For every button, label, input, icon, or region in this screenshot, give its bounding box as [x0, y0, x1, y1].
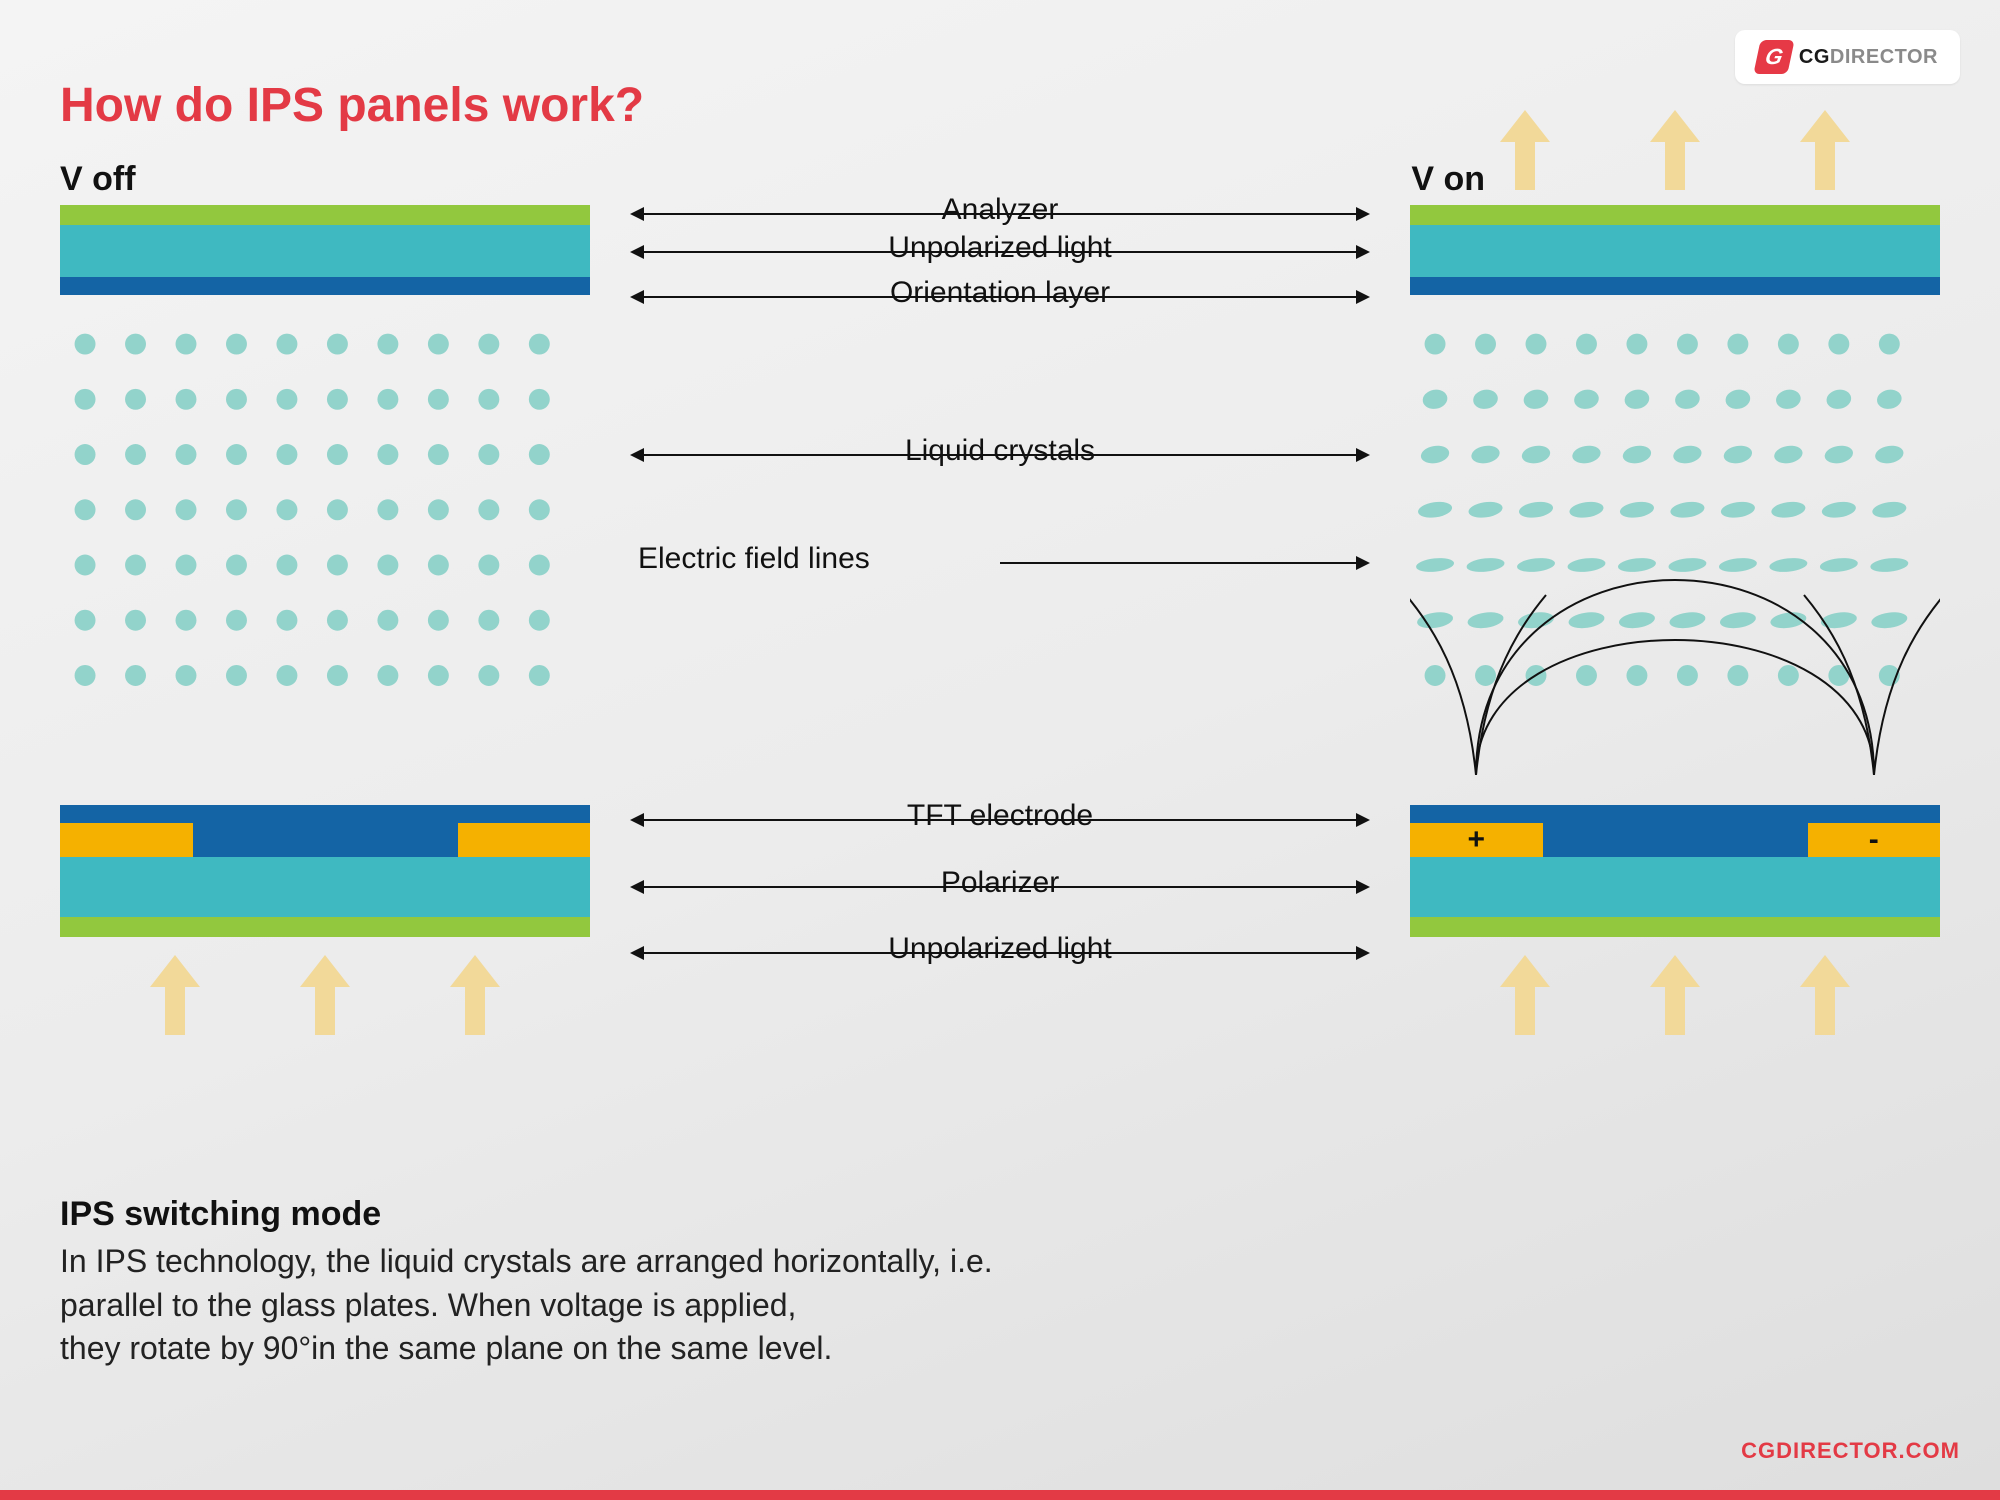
up-arrow-icon [1795, 955, 1855, 1035]
logo-badge: G CGDIRECTOR [1735, 30, 1960, 84]
layer-unpolarized-top-off [60, 225, 590, 277]
bottom-stack-off [60, 805, 590, 945]
logo-mark-icon: G [1753, 40, 1794, 74]
footer-bar [0, 1490, 2000, 1500]
up-arrow-icon [1795, 110, 1855, 190]
up-arrow-icon [145, 955, 205, 1035]
state-label-off: V off [60, 160, 136, 199]
electrode-right-off [458, 823, 591, 857]
liquid-crystals-off [60, 315, 577, 735]
logo-text-dir: DIRECTOR [1830, 46, 1938, 68]
layer-unpolarized-top-on [1410, 225, 1940, 277]
tft-electrode-row-on: + - [1410, 823, 1940, 857]
logo-text-cg: CG [1799, 46, 1830, 68]
page-title: How do IPS panels work? [60, 78, 644, 133]
up-arrow-icon [1495, 110, 1555, 190]
liquid-crystals-on [1410, 315, 1927, 735]
caption-block: IPS switching mode In IPS technology, th… [60, 1195, 1940, 1370]
center-labels: Analyzer Unpolarized light Orientation l… [610, 205, 1390, 1035]
caption-line: they rotate by 90°in the same plane on t… [60, 1327, 1940, 1370]
up-arrow-icon [1495, 955, 1555, 1035]
light-arrows-top-on [1410, 110, 1940, 190]
up-arrow-icon [445, 955, 505, 1035]
panel-v-off [60, 205, 590, 1035]
up-arrow-icon [295, 955, 355, 1035]
tft-electrode-row-off [60, 823, 590, 857]
layer-analyzer-bottom-on [1410, 917, 1940, 937]
layer-analyzer-bottom-off [60, 917, 590, 937]
diagram-area: V off V on + [60, 170, 1940, 1090]
up-arrow-icon [1645, 955, 1705, 1035]
up-arrow-icon [1645, 110, 1705, 190]
caption-body: In IPS technology, the liquid crystals a… [60, 1240, 1940, 1370]
layer-analyzer-off [60, 205, 590, 225]
electrode-left-off [60, 823, 193, 857]
layer-orientation-top-off [60, 277, 590, 295]
layer-polarizer-on [1410, 857, 1940, 917]
logo-text: CGDIRECTOR [1799, 46, 1938, 69]
caption-line: parallel to the glass plates. When volta… [60, 1284, 1940, 1327]
electrode-plus: + [1410, 823, 1543, 857]
electrode-gap-off [193, 823, 458, 857]
panel-v-on: + - [1410, 205, 1940, 1035]
layer-analyzer-on [1410, 205, 1940, 225]
electrode-gap-on [1543, 823, 1808, 857]
caption-line: In IPS technology, the liquid crystals a… [60, 1240, 1940, 1283]
electrode-minus: - [1808, 823, 1941, 857]
light-arrows-bottom-off [60, 955, 590, 1035]
light-arrows-bottom-on [1410, 955, 1940, 1035]
layer-orientation-top-on [1410, 277, 1940, 295]
right-arrow-icon [1000, 562, 1370, 564]
bottom-stack-on: + - [1410, 805, 1940, 945]
layer-orientation-bottom-on [1410, 805, 1940, 823]
layer-orientation-bottom-off [60, 805, 590, 823]
layer-polarizer-off [60, 857, 590, 917]
footer-url: CGDIRECTOR.COM [1741, 1438, 1960, 1464]
caption-title: IPS switching mode [60, 1195, 1940, 1234]
